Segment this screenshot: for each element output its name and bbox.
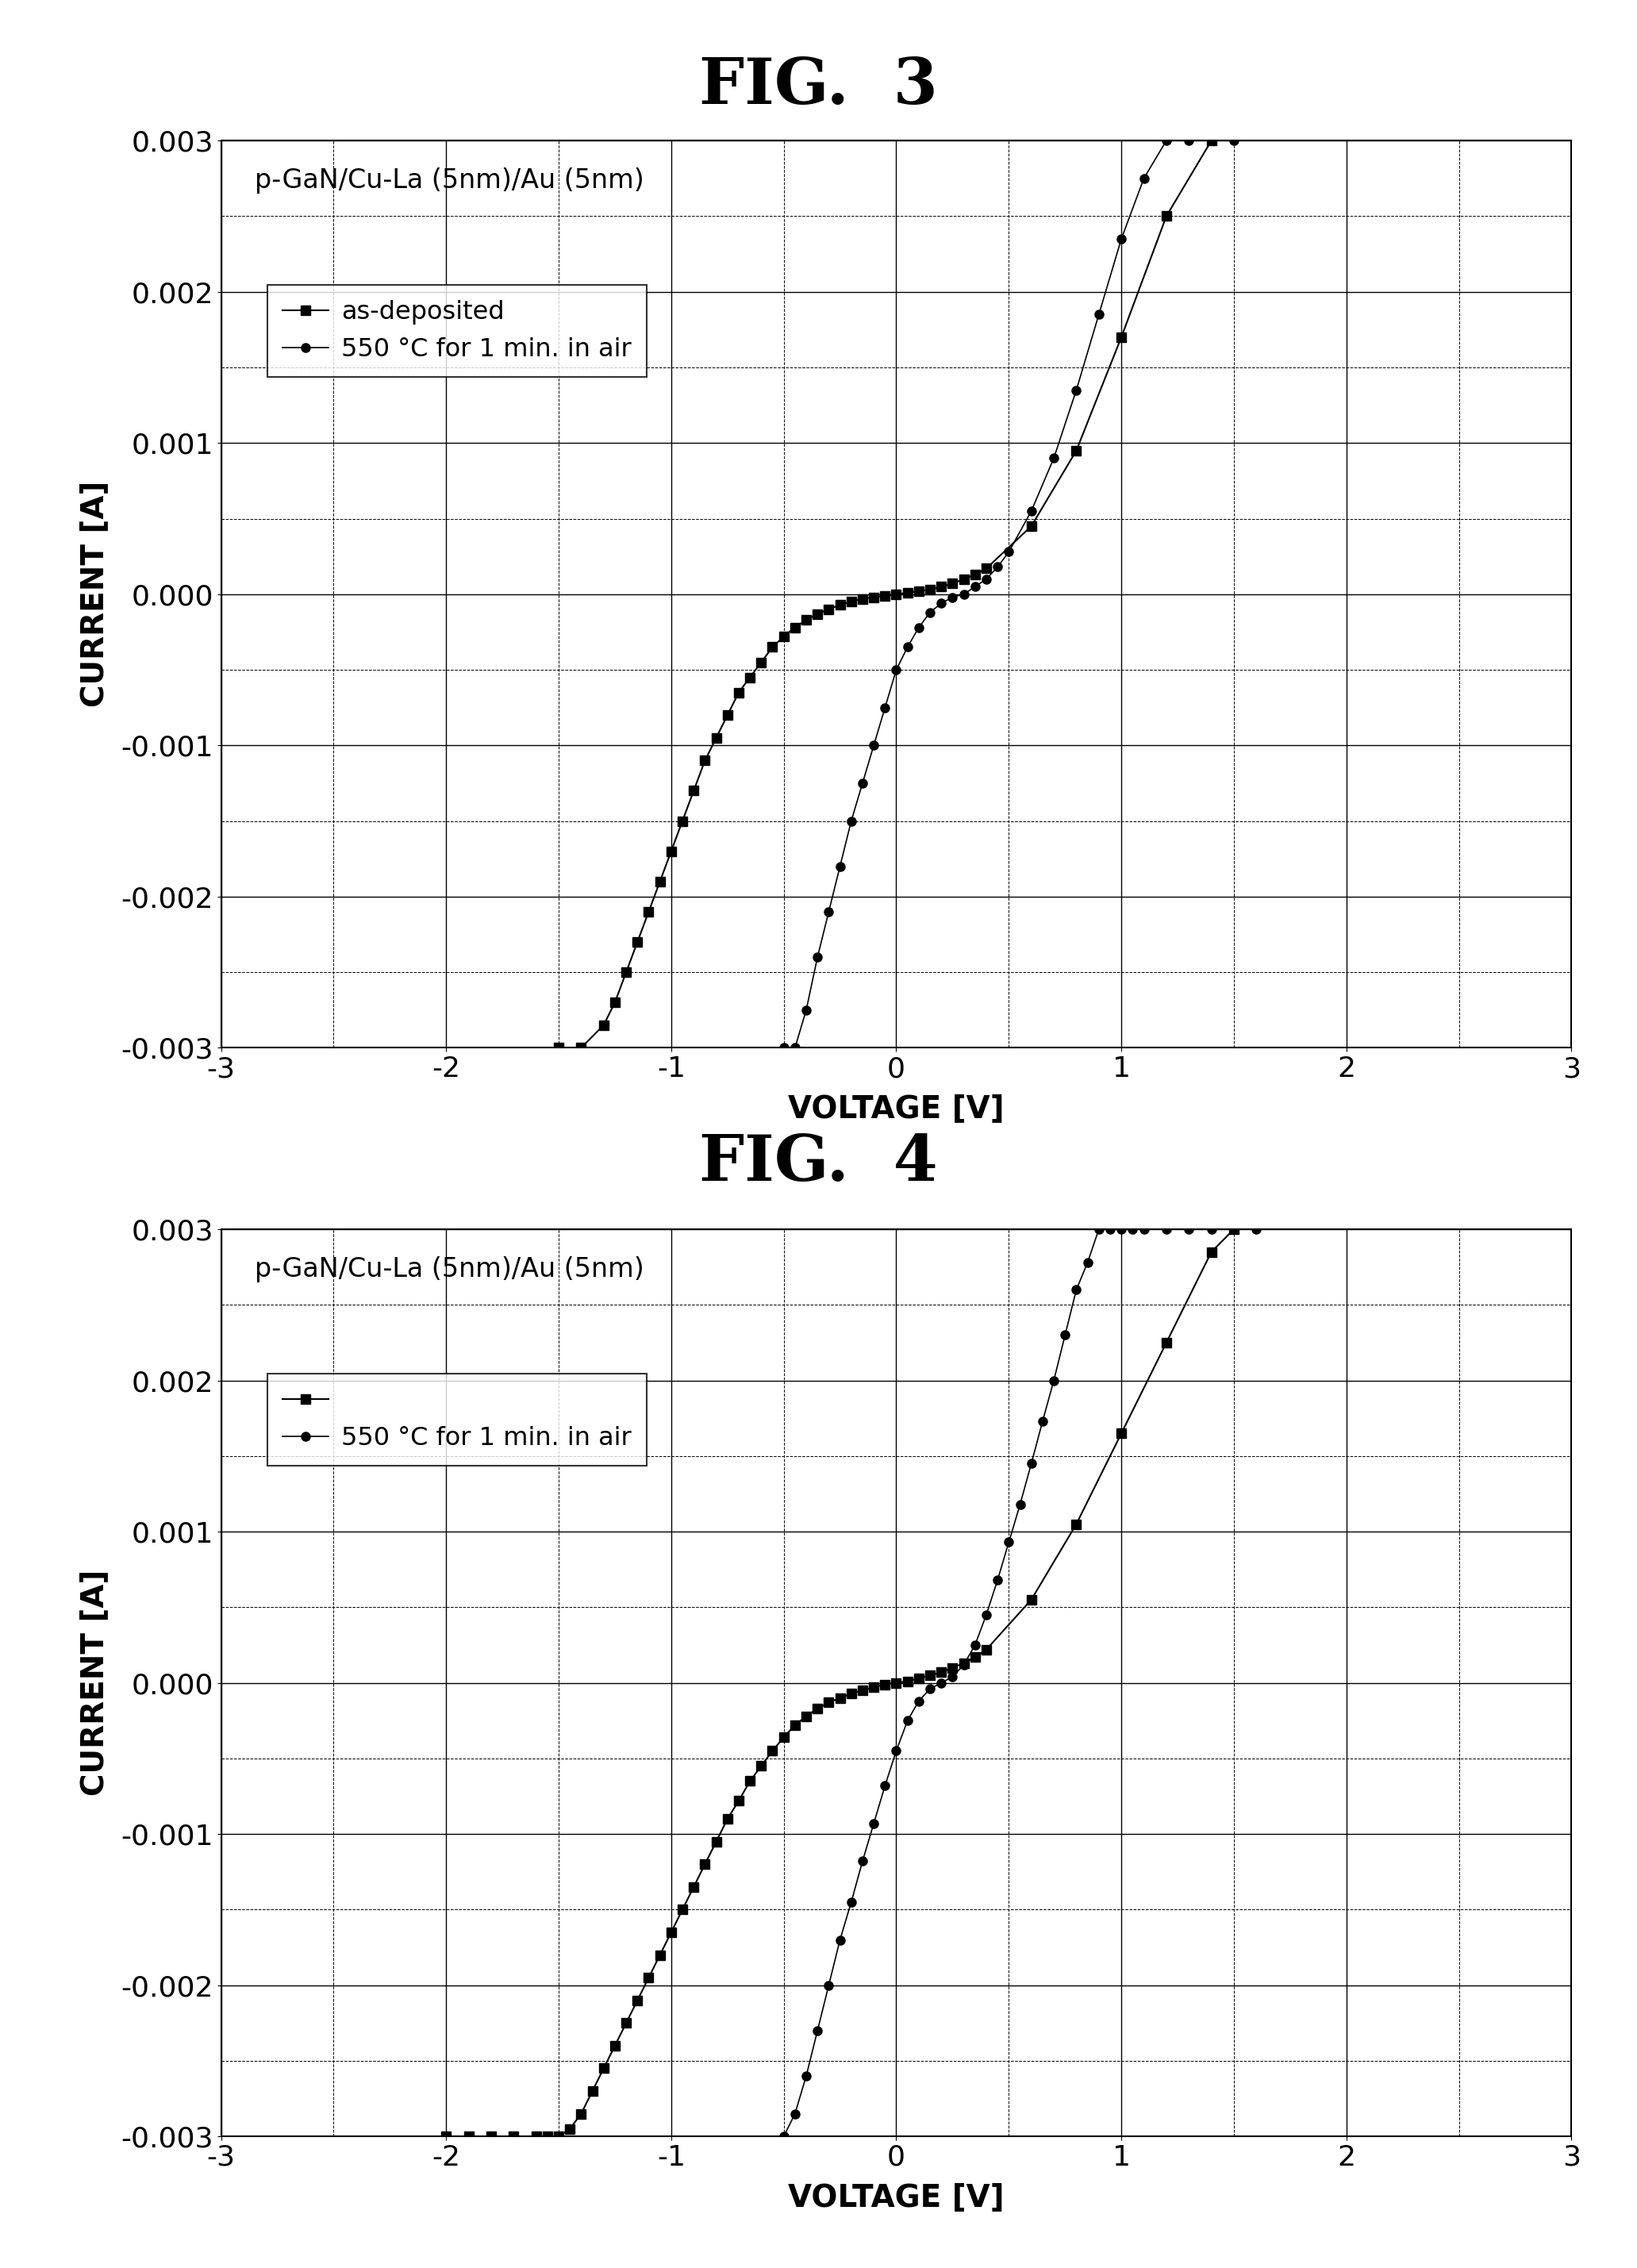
Y-axis label: CURRENT [A]: CURRENT [A] bbox=[80, 481, 110, 708]
Text: FIG.  3: FIG. 3 bbox=[699, 54, 938, 118]
Legend: as-deposited, 550 °C for 1 min. in air: as-deposited, 550 °C for 1 min. in air bbox=[267, 286, 647, 376]
Y-axis label: CURRENT [A]: CURRENT [A] bbox=[80, 1569, 110, 1796]
Legend: , 550 °C for 1 min. in air: , 550 °C for 1 min. in air bbox=[267, 1374, 647, 1465]
X-axis label: VOLTAGE [V]: VOLTAGE [V] bbox=[787, 1093, 1005, 1123]
Text: FIG.  4: FIG. 4 bbox=[699, 1132, 938, 1195]
X-axis label: VOLTAGE [V]: VOLTAGE [V] bbox=[787, 2182, 1005, 2211]
Text: p-GaN/Cu-La (5nm)/Au (5nm): p-GaN/Cu-La (5nm)/Au (5nm) bbox=[255, 168, 645, 195]
Text: p-GaN/Cu-La (5nm)/Au (5nm): p-GaN/Cu-La (5nm)/Au (5nm) bbox=[255, 1256, 645, 1284]
